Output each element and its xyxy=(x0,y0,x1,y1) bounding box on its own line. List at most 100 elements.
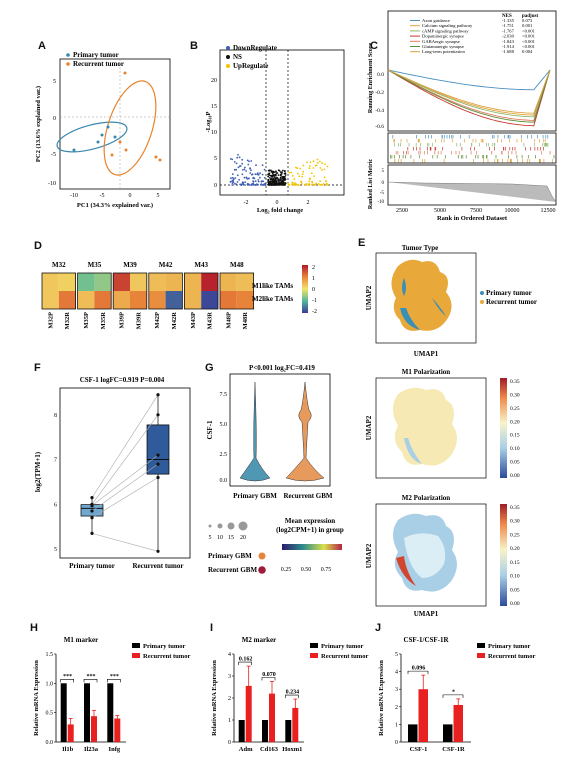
box-point xyxy=(156,413,160,417)
heat-group-label: M39 xyxy=(123,261,137,269)
pca-xtick: -10 xyxy=(70,193,78,199)
volcano-point xyxy=(236,181,239,183)
gsea-ytick-bottom: 5 xyxy=(382,169,385,174)
size-legend-tick: 20 xyxy=(240,535,246,541)
gsea-legend-name: cAMP signaling pathway xyxy=(422,28,469,33)
heat-cell xyxy=(77,273,95,291)
volcano-point xyxy=(294,183,297,186)
volcano-point xyxy=(299,167,301,170)
bar-legend-swatch xyxy=(477,653,485,658)
volcano-point xyxy=(246,159,249,162)
heat-cell xyxy=(113,291,130,309)
bar-rect xyxy=(443,724,453,742)
heat-col-label: M35P xyxy=(83,312,90,329)
gsea-curve xyxy=(387,69,551,118)
volcano-point xyxy=(235,183,237,186)
box-xtick: Primary tumor xyxy=(69,562,115,570)
volcano-point xyxy=(243,168,246,171)
volcano-point xyxy=(269,178,272,181)
volcano-point xyxy=(290,171,293,174)
bar-sig-bracket xyxy=(442,694,464,698)
bar-ytick: 3 xyxy=(395,687,398,693)
volcano-xtick: 0 xyxy=(276,200,279,206)
umap-scale-tick: 0.20 xyxy=(510,546,520,552)
bar-sig-label: *** xyxy=(63,674,72,680)
volcano-point xyxy=(282,176,285,179)
bar-xtick: Il23a xyxy=(84,746,99,753)
heat-group-frame xyxy=(148,272,183,310)
heat-group-label: M48 xyxy=(230,261,244,269)
panel-a-pca: 5 0 -5 -10 -10 -5 0 5 Primary tumor Recu… xyxy=(35,51,171,209)
box-pair-line xyxy=(91,394,159,498)
violin-ytick: 5.0 xyxy=(220,422,228,428)
pca-ytick: -10 xyxy=(48,181,56,187)
volcano-point xyxy=(275,177,278,180)
umap-scale-tick: 0.30 xyxy=(510,392,520,398)
volcano-ytick: 5 xyxy=(214,156,217,162)
color-tick: 0.25 xyxy=(281,567,292,573)
panel-c-gsea: NES padjust Axon guidance -1.335 0.073 Calc… xyxy=(368,10,557,222)
volcano-point xyxy=(257,180,260,183)
volcano-point xyxy=(242,169,244,171)
box-point xyxy=(90,516,94,520)
bar-ytick: 4 xyxy=(395,670,398,676)
volcano-point xyxy=(282,181,285,184)
bar-ytick: 3 xyxy=(228,674,231,680)
bar-legend-swatch xyxy=(477,643,485,648)
volcano-point xyxy=(279,179,282,182)
box-ytick: 6 xyxy=(54,502,57,508)
pca-xtick: 0 xyxy=(129,193,132,199)
volcano-point xyxy=(282,169,284,172)
heat-group-frame xyxy=(219,272,254,310)
heat-scale-bar xyxy=(302,265,308,313)
bar-sig-bracket xyxy=(261,677,276,681)
volcano-point xyxy=(244,166,246,169)
volcano-point xyxy=(235,162,238,165)
gsea-legend-padj: <0.001 xyxy=(522,34,536,39)
volcano-point xyxy=(283,170,286,173)
gsea-curve xyxy=(387,69,551,116)
volcano-point xyxy=(233,168,236,171)
umap-scale-tick: 0.35 xyxy=(510,379,520,385)
box-point xyxy=(90,531,94,535)
volcano-point xyxy=(291,183,293,186)
bar-ytick: 0 xyxy=(395,740,398,746)
heat-cell xyxy=(201,273,218,291)
panel-label-d: D xyxy=(34,240,42,252)
volcano-point xyxy=(237,166,240,169)
volcano-point xyxy=(231,158,234,161)
dot-row-recurrent: Recurrent GBM xyxy=(208,566,257,574)
volcano-point xyxy=(257,179,260,181)
gsea-xtick: 2500 xyxy=(396,208,408,214)
volcano-point xyxy=(271,180,274,183)
volcano-point xyxy=(323,176,326,179)
heat-col-label: M43R xyxy=(207,312,214,330)
panel-label-a: A xyxy=(38,40,46,52)
bar-sig-label: 0.096 xyxy=(412,666,426,672)
volcano-point xyxy=(288,171,291,174)
heat-cell xyxy=(94,273,112,291)
volcano-point xyxy=(260,180,263,183)
heat-cell xyxy=(165,273,183,291)
box-point xyxy=(156,462,160,466)
volcano-point xyxy=(259,172,261,175)
volcano-point xyxy=(308,183,311,185)
gsea-legend-nes: -1.335 xyxy=(502,18,515,23)
heat-cell xyxy=(236,273,254,291)
umap-subtitle-tumor-type: Tumor Type xyxy=(402,244,439,252)
volcano-point xyxy=(254,180,257,183)
bar-legend-swatch xyxy=(310,653,318,658)
volcano-ytick: 20 xyxy=(211,78,217,84)
volcano-point xyxy=(264,182,266,185)
volcano-point xyxy=(236,174,239,177)
volcano-legend-ns: NS xyxy=(233,53,242,61)
pca-ytick: 0 xyxy=(53,116,56,122)
bar-rect xyxy=(238,720,245,742)
heat-group-frame xyxy=(41,272,76,310)
bar-sig-bracket xyxy=(107,679,121,683)
heat-col-label: M35R xyxy=(100,312,107,330)
heat-cell xyxy=(148,273,166,291)
panel-d-heatmap: M32 M35 M39 M42 M43 M48 M32P M32R M35P M35R M39P M… xyxy=(41,261,317,330)
volcano-point xyxy=(247,177,249,180)
panel-g-violin: P<0.001 log₂FC=0.419 7.5 5.0 2.5 0.0 CSF… xyxy=(206,364,344,574)
